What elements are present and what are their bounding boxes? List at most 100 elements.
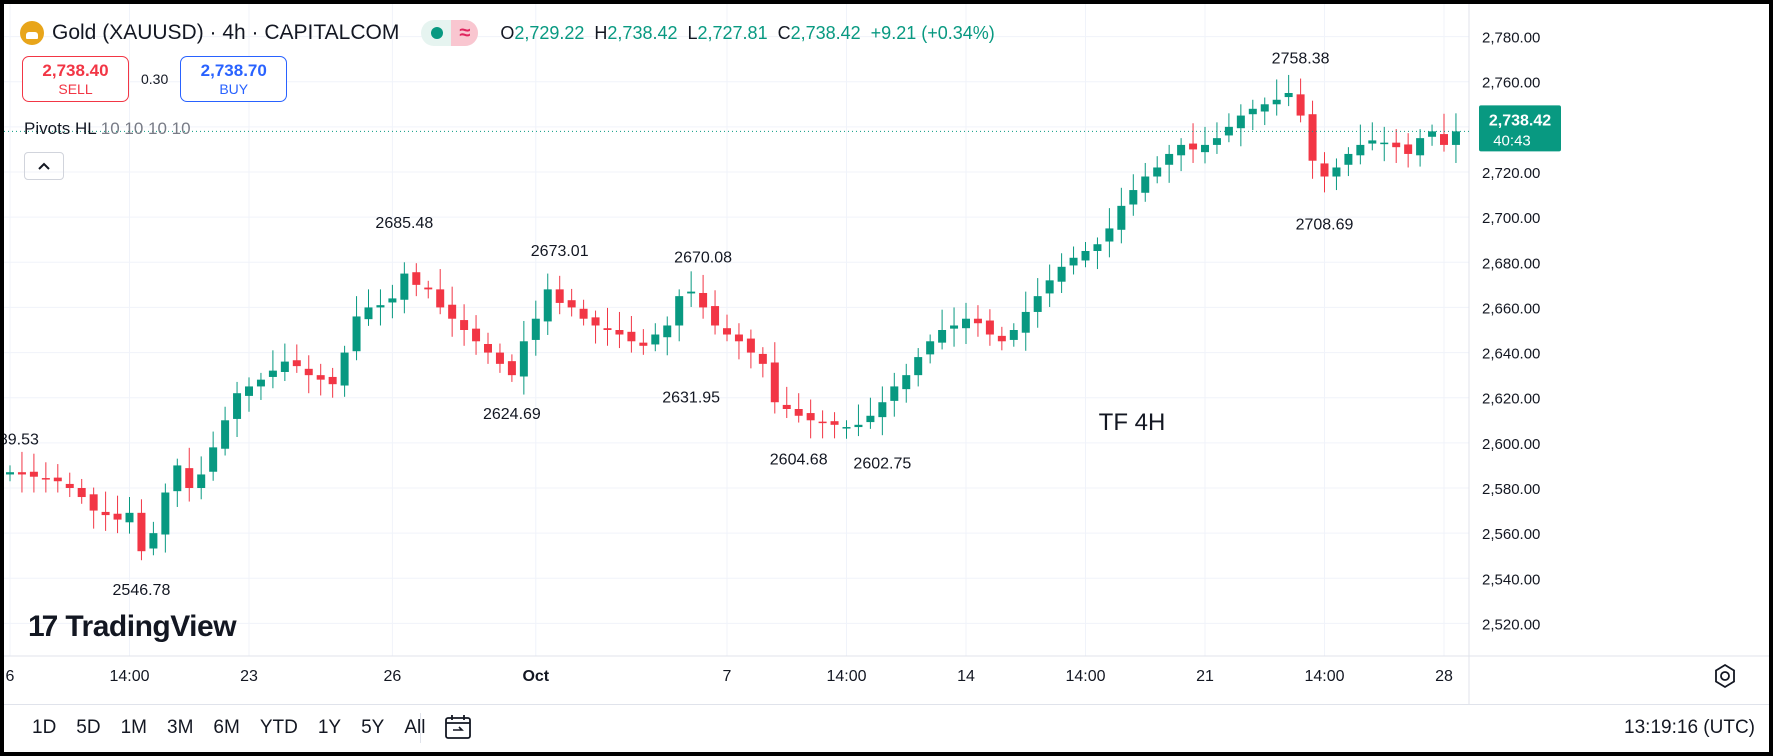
candle-body	[1093, 244, 1102, 251]
pivot-label: 2602.75	[853, 456, 911, 473]
candle-body	[280, 361, 289, 372]
candle-body	[962, 318, 970, 329]
candle-body	[603, 328, 612, 330]
candle-body	[256, 379, 265, 387]
tradingview-logo[interactable]: 17 TradingView	[28, 610, 237, 644]
candle-body	[842, 427, 851, 429]
y-tick-label: 2,760.00	[1482, 75, 1540, 92]
pivot-label: 2631.95	[662, 390, 720, 407]
candle-body	[304, 368, 313, 376]
candle-body	[1177, 144, 1186, 156]
price-chart[interactable]: 2,780.002,760.002,740.002,720.002,700.00…	[4, 4, 1769, 704]
candle-body	[328, 376, 337, 385]
logo-text: TradingView	[65, 610, 237, 643]
candle-body	[555, 289, 564, 303]
symbol-title[interactable]: Gold (XAUUSD) · 4h · CAPITALCOM	[52, 21, 400, 44]
range-6m[interactable]: 6M	[213, 717, 240, 738]
candle-body	[926, 341, 935, 355]
annotation-text: TF 4H	[1099, 409, 1166, 436]
last-price-value: 2,738.42	[1489, 112, 1551, 129]
range-5y[interactable]: 5Y	[361, 717, 385, 738]
sell-label: SELL	[58, 81, 93, 97]
range-selector: 1D 5D 1M 3M 6M YTD 1Y 5Y All	[32, 717, 425, 739]
collapse-legend-button[interactable]	[24, 152, 64, 180]
candle-body	[878, 402, 887, 418]
candle-body	[436, 289, 445, 308]
candle-body	[627, 331, 636, 342]
range-5d[interactable]: 5D	[76, 717, 101, 738]
ohlc-readout: O2,729.22 H2,738.42 L2,727.81 C2,738.42 …	[500, 23, 994, 44]
candle-body	[1248, 108, 1257, 115]
x-tick-label: 14:00	[1065, 668, 1105, 685]
candle-body	[615, 330, 624, 335]
go-to-date-icon[interactable]	[444, 714, 472, 740]
open-value: 2,729.22	[514, 22, 585, 43]
candle-body	[1129, 190, 1138, 205]
candle-body	[292, 360, 301, 367]
candle-body	[591, 317, 600, 326]
candle-body	[519, 341, 528, 377]
range-1d[interactable]: 1D	[32, 717, 57, 738]
candle-body	[149, 533, 158, 549]
range-ytd[interactable]: YTD	[259, 717, 298, 738]
x-tick-label: 14	[957, 668, 975, 685]
y-tick-label: 2,560.00	[1482, 526, 1540, 543]
candle-body	[806, 413, 815, 421]
candle-body	[818, 421, 827, 424]
settings-gear-icon[interactable]	[1711, 662, 1739, 690]
sell-button[interactable]: 2,738.40 SELL	[22, 56, 129, 102]
toolbar-divider	[420, 713, 421, 743]
candle-body	[1344, 153, 1353, 165]
market-open-icon	[431, 27, 444, 39]
candle-body	[543, 289, 552, 322]
candle-body	[1392, 142, 1401, 148]
candle-body	[173, 465, 182, 492]
pivot-label: 2589.53	[4, 431, 39, 448]
candle-body	[89, 494, 98, 511]
candle-body	[388, 298, 397, 303]
indicator-legend[interactable]: Pivots HL 10 10 10 10	[24, 119, 191, 139]
candle-body	[1380, 142, 1389, 145]
low-value: 2,727.81	[697, 22, 768, 43]
range-all[interactable]: All	[404, 717, 426, 738]
pivot-label: 2604.68	[770, 451, 828, 468]
y-tick-label: 2,660.00	[1482, 300, 1540, 317]
close-label: C	[777, 22, 791, 43]
y-tick-label: 2,720.00	[1482, 165, 1540, 182]
candle-body	[1057, 266, 1066, 282]
buy-button[interactable]: 2,738.70 BUY	[180, 56, 288, 102]
range-3m[interactable]: 3M	[167, 717, 194, 738]
x-tick-label: 23	[240, 668, 258, 685]
candle-body	[734, 334, 743, 342]
candle-body	[1153, 167, 1162, 177]
candle-body	[1320, 163, 1329, 177]
candle-body	[137, 512, 146, 552]
last-price-tag	[1479, 105, 1561, 152]
utc-clock[interactable]: 13:19:16 (UTC)	[1624, 717, 1755, 738]
candle-body	[6, 472, 14, 475]
candle-body	[567, 300, 576, 308]
candle-body	[782, 404, 791, 409]
open-label: O	[500, 22, 515, 43]
candle-body	[1296, 94, 1305, 116]
candle-body	[1428, 131, 1437, 137]
y-tick-label: 2,640.00	[1482, 346, 1540, 363]
candle-body	[770, 362, 779, 403]
candle-body	[1332, 167, 1341, 177]
candle-body	[830, 421, 839, 425]
y-tick-label: 2,780.00	[1482, 30, 1540, 47]
pivot-label: 2670.08	[674, 250, 732, 267]
indicator-name: Pivots HL	[24, 119, 97, 138]
candle-body	[579, 308, 588, 319]
candle-body	[209, 447, 218, 472]
candle-body	[245, 386, 253, 396]
range-1y[interactable]: 1Y	[317, 717, 342, 738]
candle-body	[687, 291, 696, 294]
candle-body	[17, 472, 26, 475]
candle-body	[890, 386, 899, 401]
sell-price: 2,738.40	[42, 61, 109, 80]
range-1m[interactable]: 1M	[120, 717, 147, 738]
candle-body	[723, 328, 731, 335]
pivot-label: 2708.69	[1296, 217, 1354, 234]
market-status-pill[interactable]: ≈	[421, 20, 479, 46]
